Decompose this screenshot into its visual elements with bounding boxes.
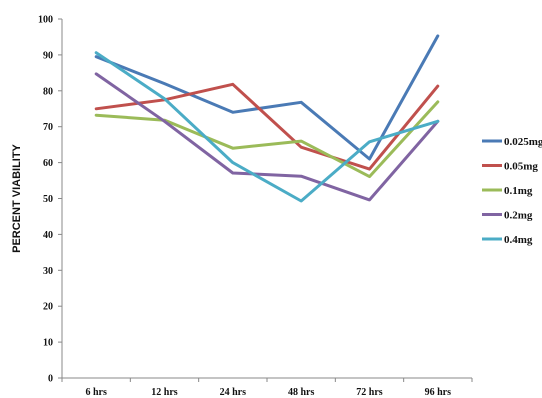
- series-line-0-2mg: [94, 72, 440, 202]
- y-tick-label: 30: [43, 266, 53, 277]
- y-axis-ticks: 0 10 20 30 40 50 60 70 80 90 100: [38, 15, 62, 385]
- y-tick-label: 90: [43, 50, 53, 61]
- y-tick-label: 60: [43, 158, 53, 169]
- x-tick-label: 72 hrs: [356, 387, 383, 398]
- legend-label: 0.2mg: [504, 210, 533, 222]
- y-tick-label: 50: [43, 194, 53, 205]
- legend-label: 0.4mg: [504, 234, 533, 246]
- legend-label: 0.025mg: [504, 136, 542, 148]
- y-tick-label: 70: [43, 122, 53, 133]
- y-tick-label: 10: [43, 338, 53, 349]
- legend: 0.025mg 0.05mg 0.1mg 0.2mg 0.4mg: [482, 136, 542, 246]
- y-tick-label: 20: [43, 302, 53, 313]
- series-lines: [94, 34, 440, 203]
- y-tick-label: 40: [43, 230, 53, 241]
- y-tick-label: 80: [43, 86, 53, 97]
- x-tick-label: 96 hrs: [425, 387, 452, 398]
- legend-label: 0.05mg: [504, 161, 538, 173]
- x-tick-label: 6 hrs: [85, 387, 107, 398]
- y-axis-title: PERCENT VIABILITY: [11, 143, 23, 252]
- legend-label: 0.1mg: [504, 185, 533, 197]
- y-tick-label: 100: [38, 15, 53, 26]
- series-line-0-1mg: [94, 100, 440, 179]
- x-tick-label: 48 hrs: [288, 387, 315, 398]
- x-tick-label: 12 hrs: [151, 387, 178, 398]
- series-line-0-05mg: [94, 82, 440, 171]
- x-axis-ticks: 6 hrs 12 hrs 24 hrs 48 hrs 72 hrs 96 hrs: [61, 378, 473, 398]
- y-tick-label: 0: [48, 374, 53, 385]
- x-tick-label: 24 hrs: [220, 387, 247, 398]
- series-line-0-4mg: [94, 51, 440, 203]
- series-line-0-025mg: [94, 34, 440, 161]
